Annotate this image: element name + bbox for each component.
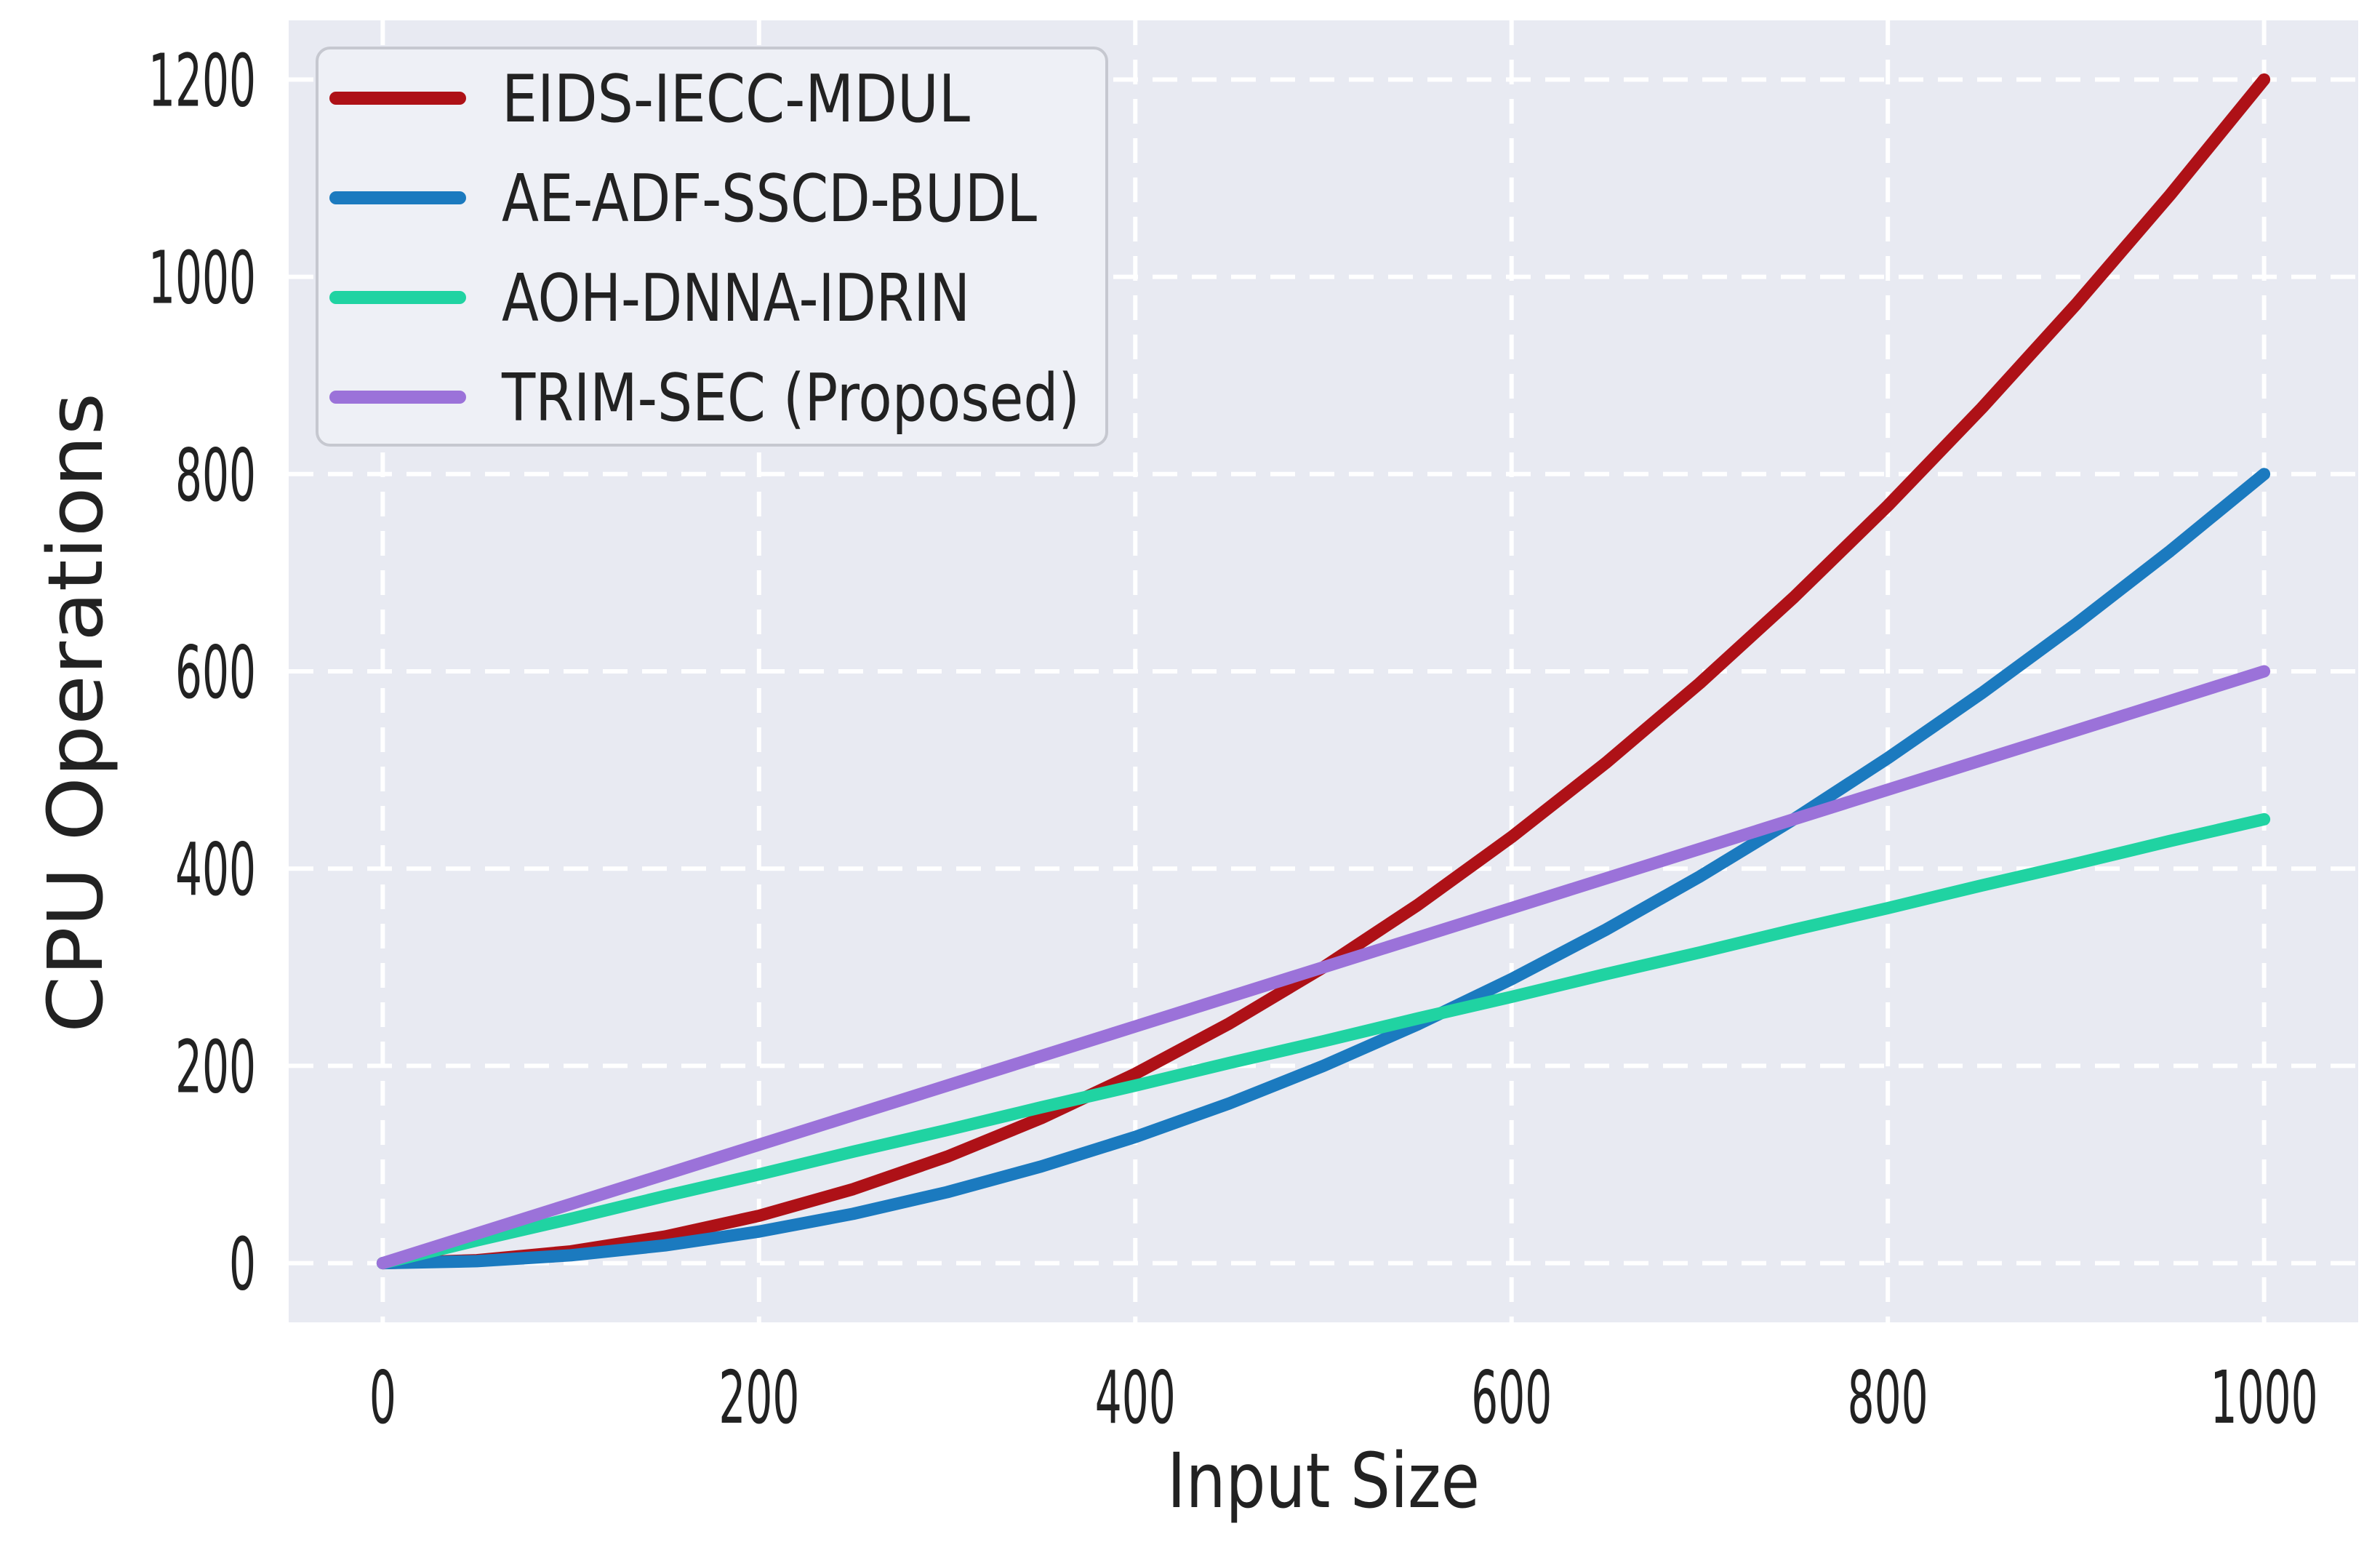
legend-label: AE-ADF-SSCD-BUDL xyxy=(502,161,1037,237)
y-tick-label: 200 xyxy=(175,1024,256,1109)
series-line-aoh-dnna-idrin xyxy=(376,812,2271,1270)
y-tick-label: 800 xyxy=(175,433,256,518)
y-axis-title: CPU Operations xyxy=(31,393,120,1033)
legend-label: EIDS-IECC-MDUL xyxy=(502,61,970,137)
x-tick-label: 400 xyxy=(1095,1355,1176,1440)
legend-item: AOH-DNNA-IDRIN xyxy=(329,260,970,337)
y-tick-label: 0 xyxy=(229,1222,256,1307)
x-tick-label: 800 xyxy=(1848,1355,1928,1440)
legend-item: EIDS-IECC-MDUL xyxy=(329,61,970,137)
legend-box xyxy=(316,47,1108,447)
x-tick-label: 600 xyxy=(1471,1355,1552,1440)
x-tick-label: 0 xyxy=(369,1355,396,1440)
y-tick-label: 1000 xyxy=(148,236,256,321)
series-line-trim-sec-proposed- xyxy=(376,665,2271,1270)
x-tick-label: 200 xyxy=(718,1355,799,1440)
legend-item: AE-ADF-SSCD-BUDL xyxy=(329,161,1037,237)
legend-items: EIDS-IECC-MDUL AE-ADF-SSCD-BUDL AOH-DNNA-I… xyxy=(329,61,1080,436)
legend: EIDS-IECC-MDUL AE-ADF-SSCD-BUDL AOH-DNNA-I… xyxy=(316,47,1108,447)
y-tick-labels: 0 200 400 600 800 1000 1200 xyxy=(148,38,256,1306)
series-line-ae-adf-sscd-budl xyxy=(376,468,2271,1270)
legend-label: AOH-DNNA-IDRIN xyxy=(502,260,970,337)
x-tick-label: 1000 xyxy=(2211,1355,2318,1440)
x-tick-labels: 0 200 400 600 800 1000 xyxy=(369,1355,2318,1440)
x-axis-title: Input Size xyxy=(1167,1437,1480,1525)
series-layer xyxy=(376,73,2271,1270)
legend-label: TRIM-SEC (Proposed) xyxy=(501,360,1080,436)
y-tick-label: 1200 xyxy=(148,38,256,123)
y-tick-label: 600 xyxy=(175,630,256,715)
legend-item: TRIM-SEC (Proposed) xyxy=(329,360,1080,436)
y-tick-label: 400 xyxy=(175,827,256,912)
